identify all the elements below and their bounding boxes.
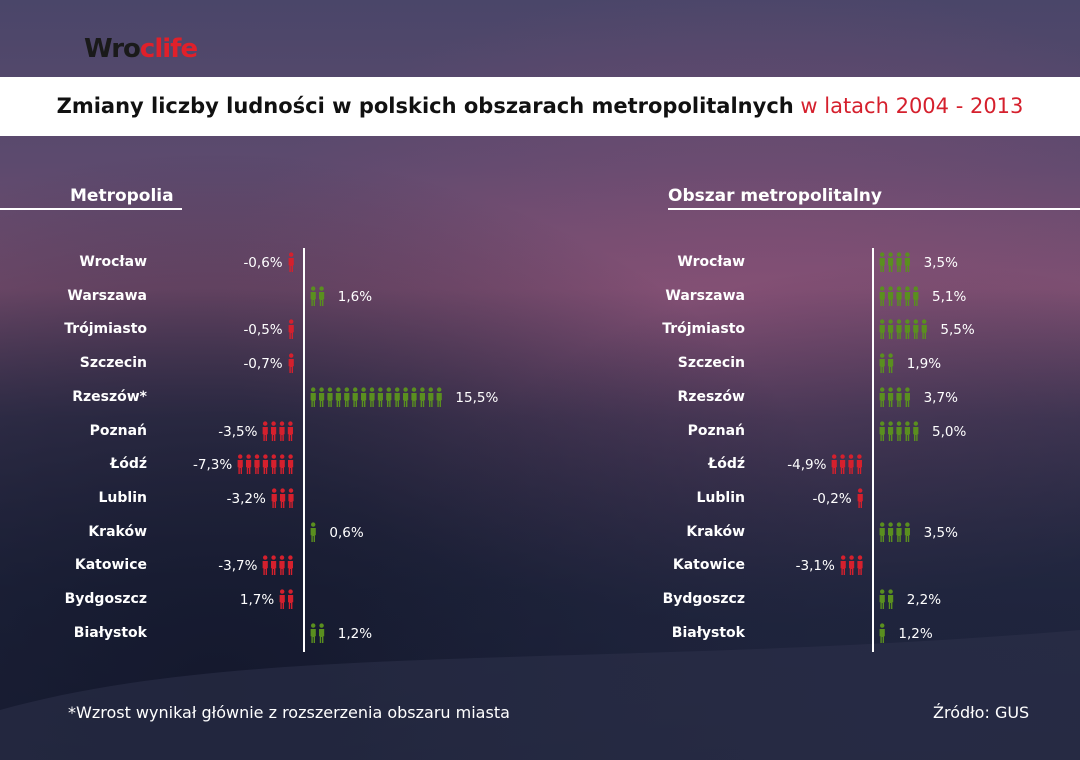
obszar-bar (878, 319, 930, 341)
obszar-category-label: Katowice (672, 557, 745, 574)
obszar-category-label: Kraków (686, 523, 745, 540)
obszar-category-label: Rzeszów (677, 388, 745, 405)
obszar-category-label: Trójmiasto (662, 321, 745, 338)
metropolia-data-label: -0,7% (243, 356, 283, 373)
obszar-data-label: 3,5% (923, 255, 958, 271)
obszar-chart-title: Obszar metropolitalny (668, 186, 882, 206)
metropolia-bar (236, 454, 297, 476)
metropolia-category-label: Białystok (73, 624, 147, 641)
background-wave (0, 630, 1080, 760)
metropolia-bar (309, 387, 445, 409)
metropolia-category-label: Lublin (98, 489, 147, 506)
obszar-bar (878, 286, 922, 308)
title-banner: Zmiany liczby ludności w polskich obszar… (0, 77, 1080, 136)
metropolia-data-label: 1,2% (337, 625, 373, 642)
obszar-category-label: Bydgoszcz (662, 591, 745, 607)
metropolia-bar (261, 420, 297, 443)
metropolia-category-label: Rzeszów* (72, 388, 147, 405)
metropolia-data-label: -3,5% (218, 423, 258, 440)
obszar-axis-line (872, 248, 874, 652)
obszar-category-label: Wrocław (677, 254, 745, 270)
obszar-data-label: -4,9% (787, 457, 827, 474)
metropolia-axis-line (303, 248, 305, 652)
obszar-category-label: Lublin (696, 489, 745, 506)
page-title-period: w latach 2004 - 2013 (793, 94, 1024, 118)
metropolia-category-label: Katowice (74, 557, 147, 574)
obszar-title-underline (668, 208, 1080, 210)
obszar-data-label: -0,2% (812, 490, 852, 507)
obszar-data-label: 3,7% (923, 389, 958, 406)
obszar-category-label: Warszawa (665, 287, 745, 304)
obszar-data-label: 1,9% (906, 356, 942, 373)
metropolia-category-label: Warszawa (67, 287, 147, 304)
metropolia-category-label: Bydgoszcz (64, 591, 147, 607)
metropolia-data-label: -0,6% (243, 255, 283, 271)
metropolia-bar (261, 555, 297, 577)
metropolia-category-label: Trójmiasto (64, 321, 147, 338)
metropolia-data-label: -3,2% (226, 490, 266, 507)
source-note: Źródło: GUS (933, 703, 1030, 722)
obszar-data-label: 5,1% (932, 288, 967, 305)
obszar-data-label: 5,0% (932, 423, 967, 440)
metropolia-chart-title: Metropolia (70, 186, 174, 206)
obszar-category-label: Poznań (687, 422, 745, 439)
obszar-data-label: -3,1% (795, 558, 835, 575)
metropolia-bar (278, 589, 297, 611)
metropolia-bar (287, 353, 297, 375)
obszar-category-label: Łódź (708, 456, 745, 473)
metropolia-bar (309, 623, 328, 645)
obszar-bar (878, 521, 914, 544)
metropolia-data-label: 15,5% (455, 389, 499, 406)
metropolia-bar (287, 319, 297, 341)
metropolia-category-label: Wrocław (79, 254, 147, 270)
obszar-category-label: Szczecin (677, 355, 745, 372)
footnote: *Wzrost wynikał głównie z rozszerzenia o… (68, 703, 510, 722)
metropolia-category-label: Łódź (110, 456, 147, 473)
metropolia-bar (270, 488, 297, 510)
metropolia-data-label: 0,6% (329, 524, 364, 541)
page-title-main: Zmiany liczby ludności w polskich obszar… (56, 94, 794, 118)
metropolia-data-label: -3,7% (218, 558, 258, 575)
metropolia-bar (309, 522, 319, 544)
metropolia-bar (287, 252, 297, 274)
obszar-bar (856, 488, 866, 510)
metropolia-title-underline (0, 208, 182, 210)
metropolia-data-label: -0,5% (243, 322, 283, 339)
metropolia-bar (309, 286, 328, 308)
obszar-category-label: Białystok (671, 624, 745, 641)
metropolia-data-label: -7,3% (193, 457, 233, 474)
obszar-bar (839, 555, 866, 577)
metropolia-data-label: 1,7% (239, 592, 275, 608)
obszar-bar (878, 420, 922, 443)
page-title: Zmiany liczby ludności w polskich obszar… (0, 94, 1080, 118)
metropolia-category-label: Poznań (89, 422, 147, 439)
metropolia-category-label: Szczecin (79, 355, 147, 372)
obszar-data-label: 5,5% (940, 322, 975, 339)
obszar-bar (878, 589, 897, 611)
obszar-bar (878, 353, 897, 375)
obszar-data-label: 1,2% (898, 625, 933, 642)
wroclife-logo: Wroclife (84, 34, 198, 64)
metropolia-category-label: Kraków (88, 523, 147, 540)
obszar-bar (830, 454, 866, 476)
metropolia-data-label: 1,6% (337, 288, 373, 305)
obszar-bar (878, 387, 914, 409)
obszar-bar (878, 252, 914, 274)
obszar-data-label: 2,2% (906, 592, 942, 608)
obszar-data-label: 3,5% (923, 524, 958, 541)
obszar-bar (878, 623, 888, 645)
